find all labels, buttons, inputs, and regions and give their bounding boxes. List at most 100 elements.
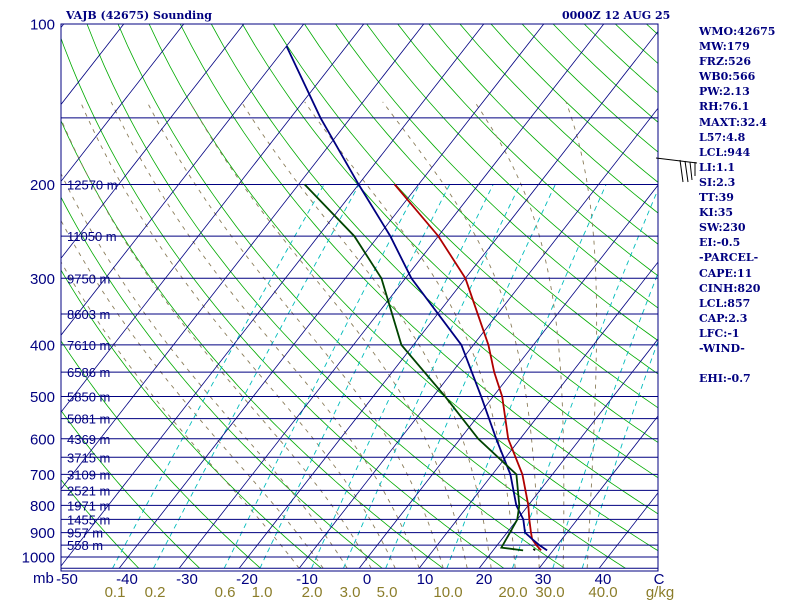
- pressure-tick-label: 600: [30, 431, 55, 448]
- dry-adiabat-line: [179, 24, 658, 515]
- height-label: 5850 m: [67, 390, 110, 405]
- pressure-tick-label: 800: [30, 498, 55, 515]
- mixing-ratio-line: [581, 339, 658, 569]
- temperature-tick-label: C: [654, 571, 665, 588]
- plot-frame: [60, 23, 659, 572]
- dry-adiabat-line: [304, 24, 658, 375]
- index-line: SW:230: [699, 221, 746, 235]
- temperature-tick-label: -20: [236, 571, 258, 588]
- height-label: 6586 m: [67, 365, 110, 380]
- pressure-tick-label: 500: [30, 389, 55, 406]
- isotherm-line: [61, 24, 185, 183]
- mixing-ratio-tick-label: g/kg: [646, 584, 674, 600]
- index-line: MAXT:32.4: [699, 115, 767, 129]
- isotherm-line: [178, 24, 605, 569]
- height-label: 558 m: [67, 538, 103, 553]
- temperature-tick-label: -50: [56, 571, 78, 588]
- pressure-tick-label: 900: [30, 525, 55, 542]
- height-label: 3715 m: [67, 450, 110, 465]
- isotherm-line: [61, 24, 425, 490]
- sounding-indices-panel: WMO:42675 MW:179 FRZ:526 WB0:566 PW:2.13 RH:7…: [699, 24, 775, 386]
- index-line: -PARCEL-: [699, 251, 759, 265]
- mixing-ratio-line: [511, 188, 658, 569]
- isotherm-line: [238, 30, 658, 569]
- height-label: 4369 m: [67, 432, 110, 447]
- index-line: SI:2.3: [699, 175, 736, 189]
- mixing-ratio-tick-label: 20.0: [498, 584, 527, 600]
- mixing-ratio-tick-label: 1.0: [252, 584, 273, 600]
- pressure-tick-label: 300: [30, 271, 55, 288]
- temperature-tick-label: 30: [535, 571, 552, 588]
- mixing-ratio-line: [153, 184, 360, 569]
- temperature-tick-label: -30: [176, 571, 198, 588]
- index-line: CAPE:11: [699, 266, 753, 280]
- mixing-ratio-line: [342, 184, 521, 569]
- index-line: FRZ:526: [699, 55, 752, 69]
- index-line: EI:-0.5: [699, 236, 741, 250]
- isotherm-line: [478, 338, 658, 569]
- mixing-ratio-axis: 0.1 0.2 0.6 1.0 2.0 3.0 5.0 10.0 20.0 30.0 40.0 g/k…: [105, 584, 675, 600]
- mixing-ratio-tick-label: 2.0: [302, 584, 323, 600]
- temperature-tick-label: 40: [595, 571, 612, 588]
- isotherm-line: [61, 24, 365, 413]
- index-line: LCL:857: [699, 296, 751, 310]
- mixing-ratio-line: [385, 184, 556, 569]
- index-line: LCL:944: [699, 145, 751, 159]
- mixing-ratio-line: [259, 184, 451, 569]
- index-line: RH:76.1: [699, 100, 750, 114]
- dry-adiabat-line: [397, 24, 658, 277]
- index-line: CINH:820: [699, 281, 761, 295]
- height-labels: 12570 m 11050 m 9750 m 8603 m 7610 m 6586 m 58…: [67, 177, 118, 553]
- isotherm-line: [0, 24, 4, 568]
- temperature-tick-label: -10: [296, 571, 318, 588]
- isotherm-line: [61, 24, 65, 29]
- mixing-ratio-line: [223, 184, 420, 569]
- index-line: L57:4.8: [699, 130, 746, 144]
- mixing-ratio-tick-label: 30.0: [535, 584, 564, 600]
- mixing-ratio-lines: [112, 184, 658, 569]
- mixing-ratio-line: [446, 184, 607, 569]
- height-label: 957 m: [67, 526, 103, 541]
- observation-time: 0000Z 12 AUG 25: [562, 9, 671, 22]
- height-label: 11050 m: [67, 229, 117, 244]
- sounding-profiles: [285, 45, 548, 552]
- index-line: WB0:566: [699, 70, 756, 84]
- mixing-ratio-line: [311, 184, 494, 569]
- index-line: LFC:-1: [699, 326, 740, 340]
- height-label: 1455 m: [67, 512, 110, 527]
- index-line: KI:35: [699, 206, 734, 220]
- height-label: 8603 m: [67, 307, 110, 322]
- pressure-tick-label: 100: [30, 17, 55, 34]
- temperature-tick-label: 0: [363, 571, 371, 588]
- dry-adiabat-line: [61, 340, 261, 569]
- pressure-tick-label: 1000: [22, 550, 55, 567]
- dry-adiabat-line: [273, 24, 658, 409]
- isotherm-line: [61, 24, 485, 567]
- dry-adiabat-line: [117, 24, 626, 569]
- index-line: WMO:42675: [699, 25, 776, 38]
- station-title: VAJB (42675) Sounding: [66, 9, 212, 22]
- moist-adiabat-line: [80, 101, 396, 569]
- mixing-ratio-tick-label: 10.0: [433, 584, 462, 600]
- pressure-unit-label: mb: [33, 570, 54, 587]
- height-label: 5081 m: [67, 412, 110, 427]
- isobar-lines: [61, 24, 658, 569]
- height-label: 3109 m: [67, 467, 110, 482]
- parcel-profile: [285, 45, 548, 552]
- index-line: MW:179: [699, 40, 750, 54]
- index-line: PW:2.13: [699, 85, 750, 99]
- height-label: 12570 m: [67, 177, 118, 192]
- dry-adiabat-line: [242, 24, 658, 443]
- mixing-ratio-tick-label: 3.0: [340, 584, 361, 600]
- dewpoint-profile: [303, 183, 524, 552]
- mixing-ratio-line: [112, 184, 325, 569]
- isotherm-lines: [0, 24, 658, 569]
- dry-adiabat-line: [61, 37, 505, 569]
- dry-adiabat-line: [61, 119, 444, 569]
- mixing-ratio-tick-label: 40.0: [588, 584, 617, 600]
- dry-adiabat-line: [61, 409, 200, 569]
- dry-adiabat-line: [61, 269, 322, 569]
- isotherm-line: [298, 107, 658, 569]
- index-line: -WIND-: [699, 341, 745, 355]
- pressure-tick-label: 200: [30, 177, 55, 194]
